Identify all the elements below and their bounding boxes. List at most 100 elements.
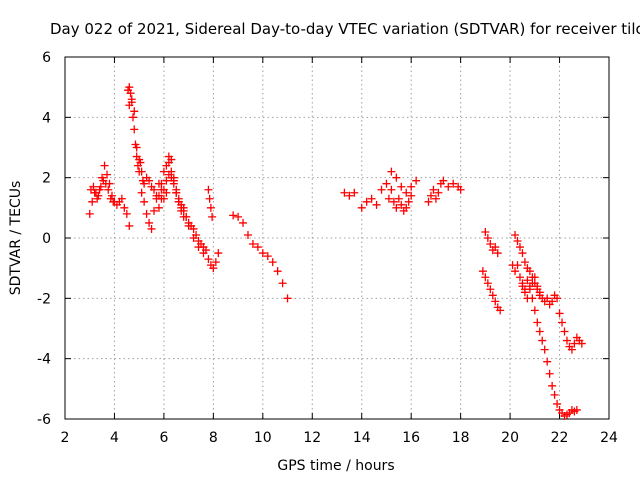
data-point [486,240,495,249]
series-sat-b [86,176,118,206]
data-point [140,179,149,188]
data-point [177,206,186,215]
data-point [248,240,257,249]
data-point [159,167,168,176]
series-sat-m [508,261,581,420]
series-sat-h [340,167,421,212]
data-point [129,113,137,122]
data-point [491,243,500,252]
y-tick-label: 4 [42,110,51,126]
data-point [545,369,554,378]
data-point [567,345,576,354]
data-point [513,261,522,270]
x-tick-label: 20 [501,430,519,446]
data-point [127,95,136,104]
data-point [562,336,571,345]
x-tick-label: 18 [452,430,470,446]
data-point [553,399,562,408]
data-point [214,249,223,258]
data-point [404,197,413,206]
data-point [407,182,416,191]
data-point [278,279,287,288]
x-axis-label: GPS time / hours [277,458,394,474]
series-sat-e [154,170,188,221]
data-point [117,194,126,203]
y-tick-label: -2 [37,291,51,307]
data-point [518,282,527,291]
data-point [258,249,267,258]
series-sat-j [424,176,465,206]
data-point [122,209,131,218]
data-point [162,176,171,185]
data-point [253,243,262,252]
chart-title: Day 022 of 2021, Sidereal Day-to-day VTE… [50,20,640,38]
x-tick-label: 12 [303,430,321,446]
data-point [439,176,448,185]
data-point [150,185,159,194]
data-point [243,230,252,239]
data-point [377,185,386,194]
x-tick-label: 22 [551,430,569,446]
data-point [523,294,532,303]
data-point [523,276,532,285]
data-point [154,179,163,188]
data-point [392,173,401,182]
data-point [367,194,376,203]
x-tick-label: 2 [61,430,70,446]
data-point [229,211,238,220]
data-point [555,309,564,318]
data-point [511,267,520,276]
data-point [431,194,440,203]
data-point [172,188,181,197]
data-point [525,267,534,276]
series-sat-f [204,185,217,221]
data-point [125,221,134,230]
data-point [234,212,243,221]
data-point [429,185,438,194]
data-point [179,212,188,221]
data-point [263,252,272,261]
data-point [94,191,103,200]
data-point [125,101,134,110]
data-point [511,230,520,239]
data-point [167,155,176,164]
data-point [340,188,349,197]
data-point [206,203,215,212]
data-point [570,339,579,348]
data-point [167,173,176,182]
data-point [530,306,539,315]
data-point [538,336,547,345]
x-tick-label: 24 [600,430,618,446]
data-point [109,197,118,206]
data-point [449,179,458,188]
data-point [159,185,168,194]
data-point [283,294,292,303]
data-point [142,209,151,218]
data-point [209,264,218,273]
data-point [152,191,161,200]
series-sat-a [85,161,134,230]
data-point [481,227,490,236]
data-point [533,318,542,327]
y-tick-label: -6 [37,412,51,428]
y-tick-label: 2 [42,171,51,187]
data-point [488,291,497,300]
data-point [550,390,559,399]
series-sat-k [481,227,502,258]
data-point [389,197,398,206]
data-point [135,155,144,164]
data-point [100,161,109,170]
data-point [137,188,146,197]
data-point [402,203,411,212]
data-point [513,237,522,246]
data-point [208,212,217,221]
data-point [426,191,435,200]
x-tick-label: 4 [110,430,119,446]
series-sat-c [124,83,210,255]
data-point [543,357,552,366]
data-point [357,203,366,212]
data-point [493,249,502,258]
data-point [402,188,411,197]
